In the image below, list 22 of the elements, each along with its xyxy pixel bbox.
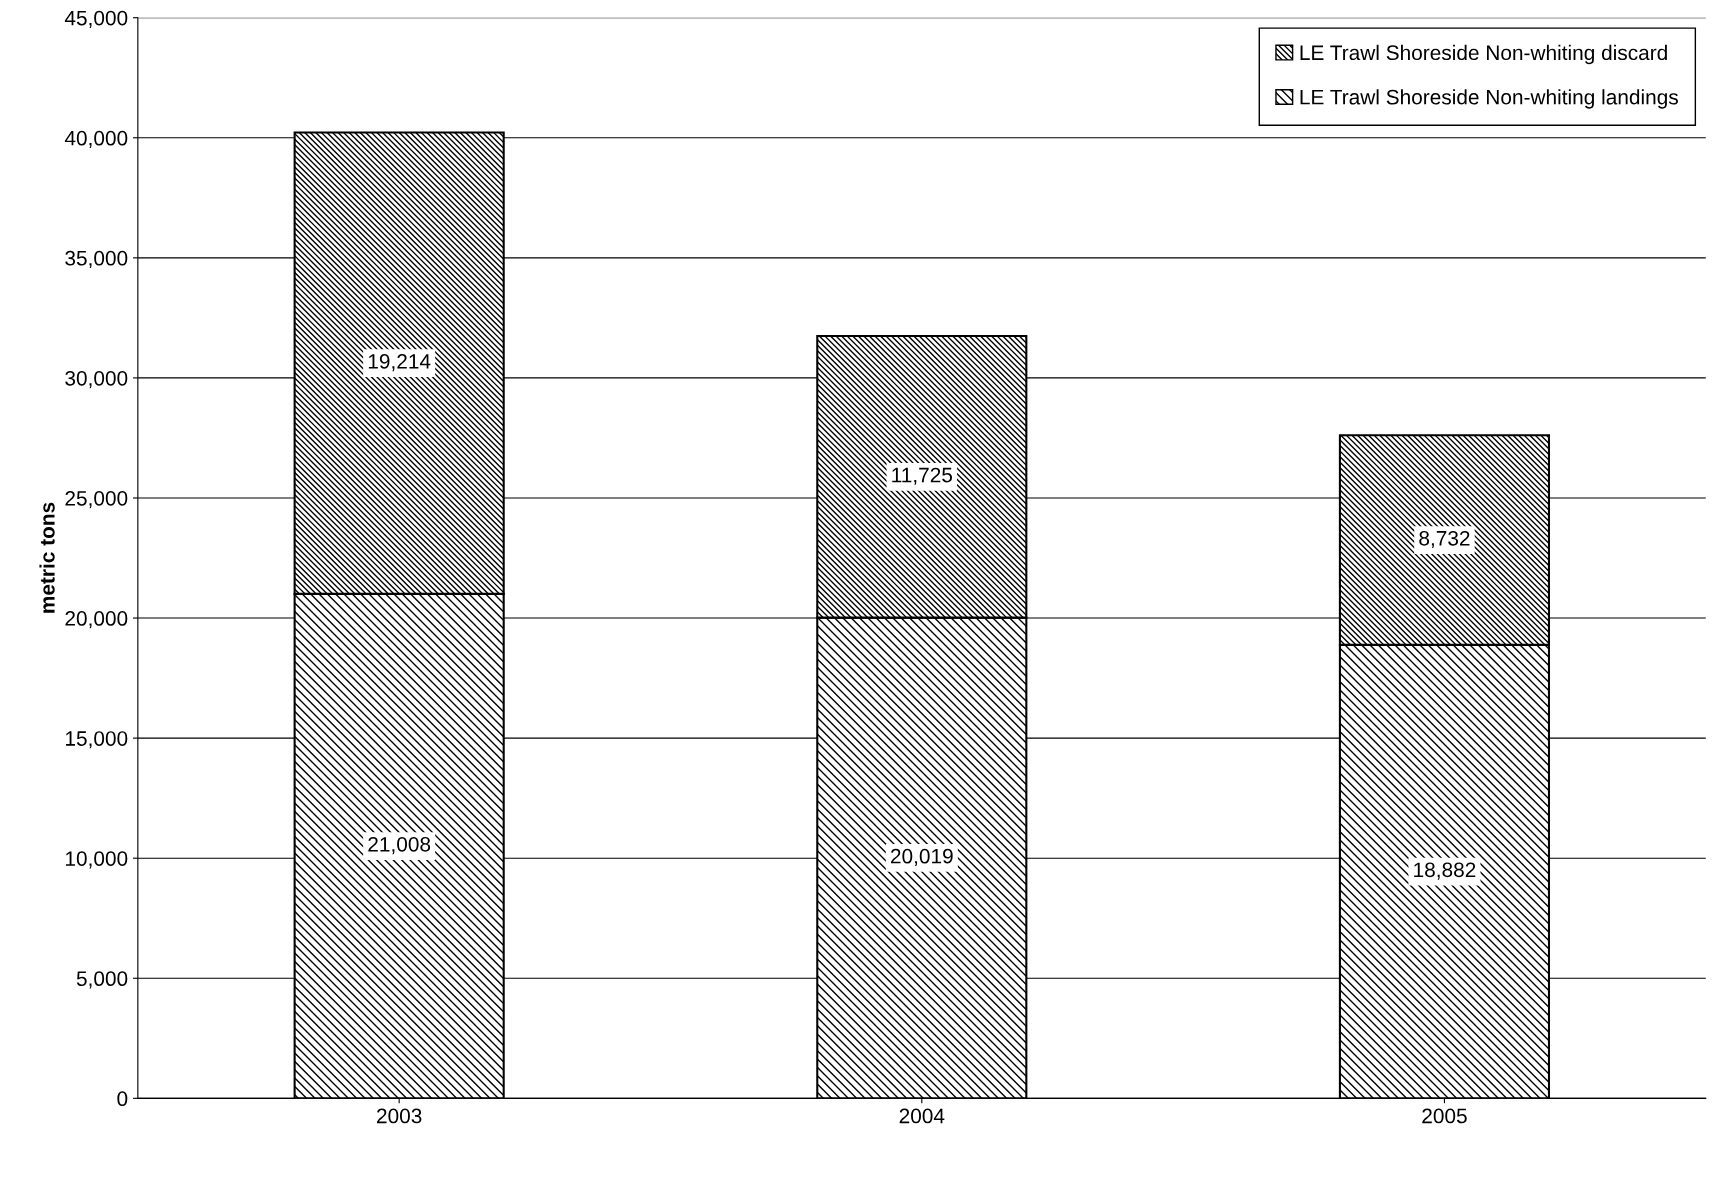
y-tick-label: 25,000 <box>65 490 128 509</box>
legend-label: LE Trawl Shoreside Non-whiting landings <box>1300 89 1678 109</box>
y-tick-label: 45,000 <box>64 10 128 28</box>
x-tick-label: 2003 <box>377 1108 422 1124</box>
y-tick-label: 0 <box>117 1091 128 1107</box>
y-tick-label: 5,000 <box>76 971 128 989</box>
data-label: 18,882 <box>1414 862 1476 880</box>
y-tick-label: 10,000 <box>65 851 128 869</box>
data-label: 21,008 <box>368 836 431 855</box>
y-tick-label: 15,000 <box>65 731 128 749</box>
legend-label: LE Trawl Shoreside Non-whiting discard <box>1300 44 1667 65</box>
x-tick-label: 2005 <box>1422 1108 1467 1124</box>
y-tick-label: 35,000 <box>65 250 128 269</box>
data-label: 19,214 <box>368 353 431 372</box>
y-tick-label: 30,000 <box>65 370 128 389</box>
data-label: 20,019 <box>891 848 953 867</box>
y-tick-label: 40,000 <box>64 130 128 148</box>
data-label: 11,725 <box>892 467 953 485</box>
x-tick-label: 2004 <box>899 1108 945 1124</box>
data-label: 8,732 <box>1419 530 1470 549</box>
y-axis-title: metric tons <box>39 502 55 613</box>
y-tick-label: 20,000 <box>65 611 128 629</box>
